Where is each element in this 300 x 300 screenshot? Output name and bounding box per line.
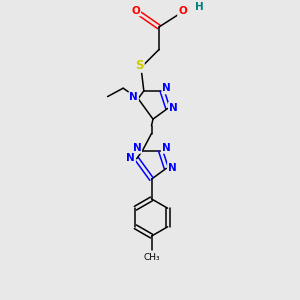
Text: N: N [168, 163, 177, 173]
Text: H: H [194, 2, 203, 13]
Text: N: N [133, 143, 141, 153]
Text: N: N [126, 153, 135, 163]
Text: S: S [135, 59, 144, 72]
Text: N: N [162, 83, 171, 94]
Text: N: N [129, 92, 138, 102]
Text: CH₃: CH₃ [143, 253, 160, 262]
Text: N: N [169, 103, 178, 113]
Text: N: N [162, 143, 170, 153]
Text: O: O [131, 5, 140, 16]
Text: O: O [178, 6, 187, 16]
